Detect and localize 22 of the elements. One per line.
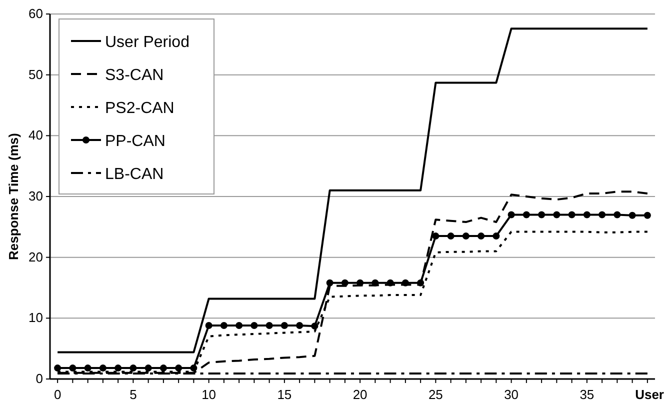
x-tick-label: 5: [130, 387, 137, 402]
y-tick-label: 10: [28, 310, 43, 326]
legend-label: S3-CAN: [105, 67, 164, 84]
x-tick-label: 35: [580, 387, 594, 402]
x-tick-label: 30: [504, 387, 519, 402]
y-tick-label: 20: [28, 249, 43, 264]
x-tick-label: 20: [352, 387, 368, 402]
y-tick-label: 40: [28, 128, 43, 143]
legend-label: PS2-CAN: [105, 100, 174, 117]
legend-label: User Period: [105, 34, 190, 51]
x-axis-title: User: [635, 387, 664, 402]
y-axis-title: Response Time (ms): [6, 133, 21, 260]
x-tick-label: 25: [428, 387, 443, 402]
x-tick-label: 10: [202, 387, 216, 402]
y-tick-label: 60: [28, 6, 43, 21]
legend-label: PP-CAN: [105, 133, 166, 150]
legend-label: LB-CAN: [105, 166, 164, 183]
x-tick-label: 0: [54, 387, 62, 402]
y-tick-label: 0: [36, 371, 43, 386]
y-tick-label: 50: [28, 66, 43, 82]
y-tick-label: 30: [28, 188, 43, 204]
x-tick-label: 15: [277, 387, 292, 402]
